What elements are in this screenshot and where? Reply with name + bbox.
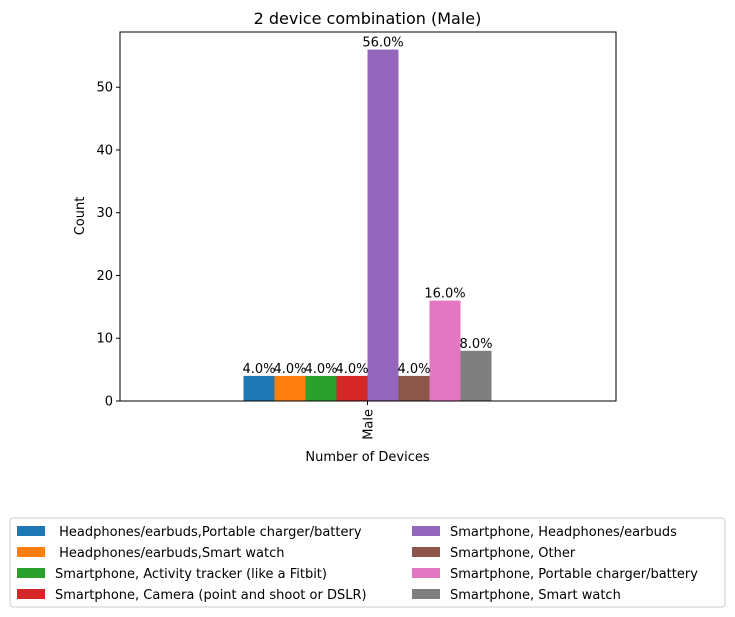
legend-frame bbox=[9, 517, 726, 608]
legend-swatch bbox=[412, 568, 440, 578]
y-tick-label: 30 bbox=[96, 206, 113, 221]
legend-swatch bbox=[17, 547, 45, 557]
x-axis: Male bbox=[362, 401, 377, 440]
data-label: 4.0% bbox=[273, 362, 306, 377]
y-tick-label: 10 bbox=[96, 332, 113, 347]
legend-label: Smartphone, Activity tracker (like a Fit… bbox=[55, 567, 327, 582]
legend-label: Smartphone, Smart watch bbox=[450, 588, 621, 603]
legend: Headphones/earbuds,Portable charger/batt… bbox=[9, 517, 726, 608]
y-tick-label: 50 bbox=[96, 81, 113, 96]
chart-title: 2 device combination (Male) bbox=[254, 9, 482, 28]
data-label: 4.0% bbox=[335, 362, 368, 377]
legend-swatch bbox=[412, 526, 440, 536]
legend-label: Smartphone, Camera (point and shoot or D… bbox=[55, 588, 367, 603]
legend-swatch bbox=[412, 547, 440, 557]
legend-label: Headphones/earbuds,Smart watch bbox=[55, 546, 284, 561]
y-tick-label: 0 bbox=[105, 395, 113, 410]
legend-label: Headphones/earbuds,Portable charger/batt… bbox=[55, 525, 362, 540]
legend-label: Smartphone, Headphones/earbuds bbox=[450, 525, 677, 540]
bar bbox=[243, 375, 275, 401]
bar bbox=[305, 375, 337, 401]
data-label: 4.0% bbox=[397, 362, 430, 377]
legend-swatch bbox=[17, 589, 45, 599]
y-tick-label: 20 bbox=[96, 269, 113, 284]
legend-swatch bbox=[17, 568, 45, 578]
legend-label: Smartphone, Other bbox=[450, 546, 576, 561]
data-label: 56.0% bbox=[362, 36, 403, 51]
bars-group bbox=[243, 49, 492, 401]
bar bbox=[460, 350, 492, 401]
x-tick-label: Male bbox=[362, 409, 377, 440]
legend-swatch bbox=[412, 589, 440, 599]
bar bbox=[429, 300, 461, 401]
bar bbox=[336, 375, 368, 401]
data-label: 8.0% bbox=[459, 337, 492, 352]
y-tick-label: 40 bbox=[96, 143, 113, 158]
data-label: 4.0% bbox=[304, 362, 337, 377]
x-axis-label: Number of Devices bbox=[305, 450, 429, 465]
legend-label: Smartphone, Portable charger/battery bbox=[450, 567, 698, 582]
bar bbox=[274, 375, 306, 401]
bar bbox=[398, 375, 430, 401]
data-label: 4.0% bbox=[242, 362, 275, 377]
plot-frame bbox=[119, 31, 617, 402]
data-labels-group: 4.0%4.0%4.0%4.0%56.0%4.0%16.0%8.0% bbox=[242, 36, 492, 377]
bar bbox=[367, 49, 399, 401]
data-label: 16.0% bbox=[424, 287, 465, 302]
y-axis: 0 10 20 30 40 50 bbox=[96, 81, 120, 410]
legend-swatch bbox=[17, 526, 45, 536]
y-axis-label: Count bbox=[73, 197, 88, 236]
